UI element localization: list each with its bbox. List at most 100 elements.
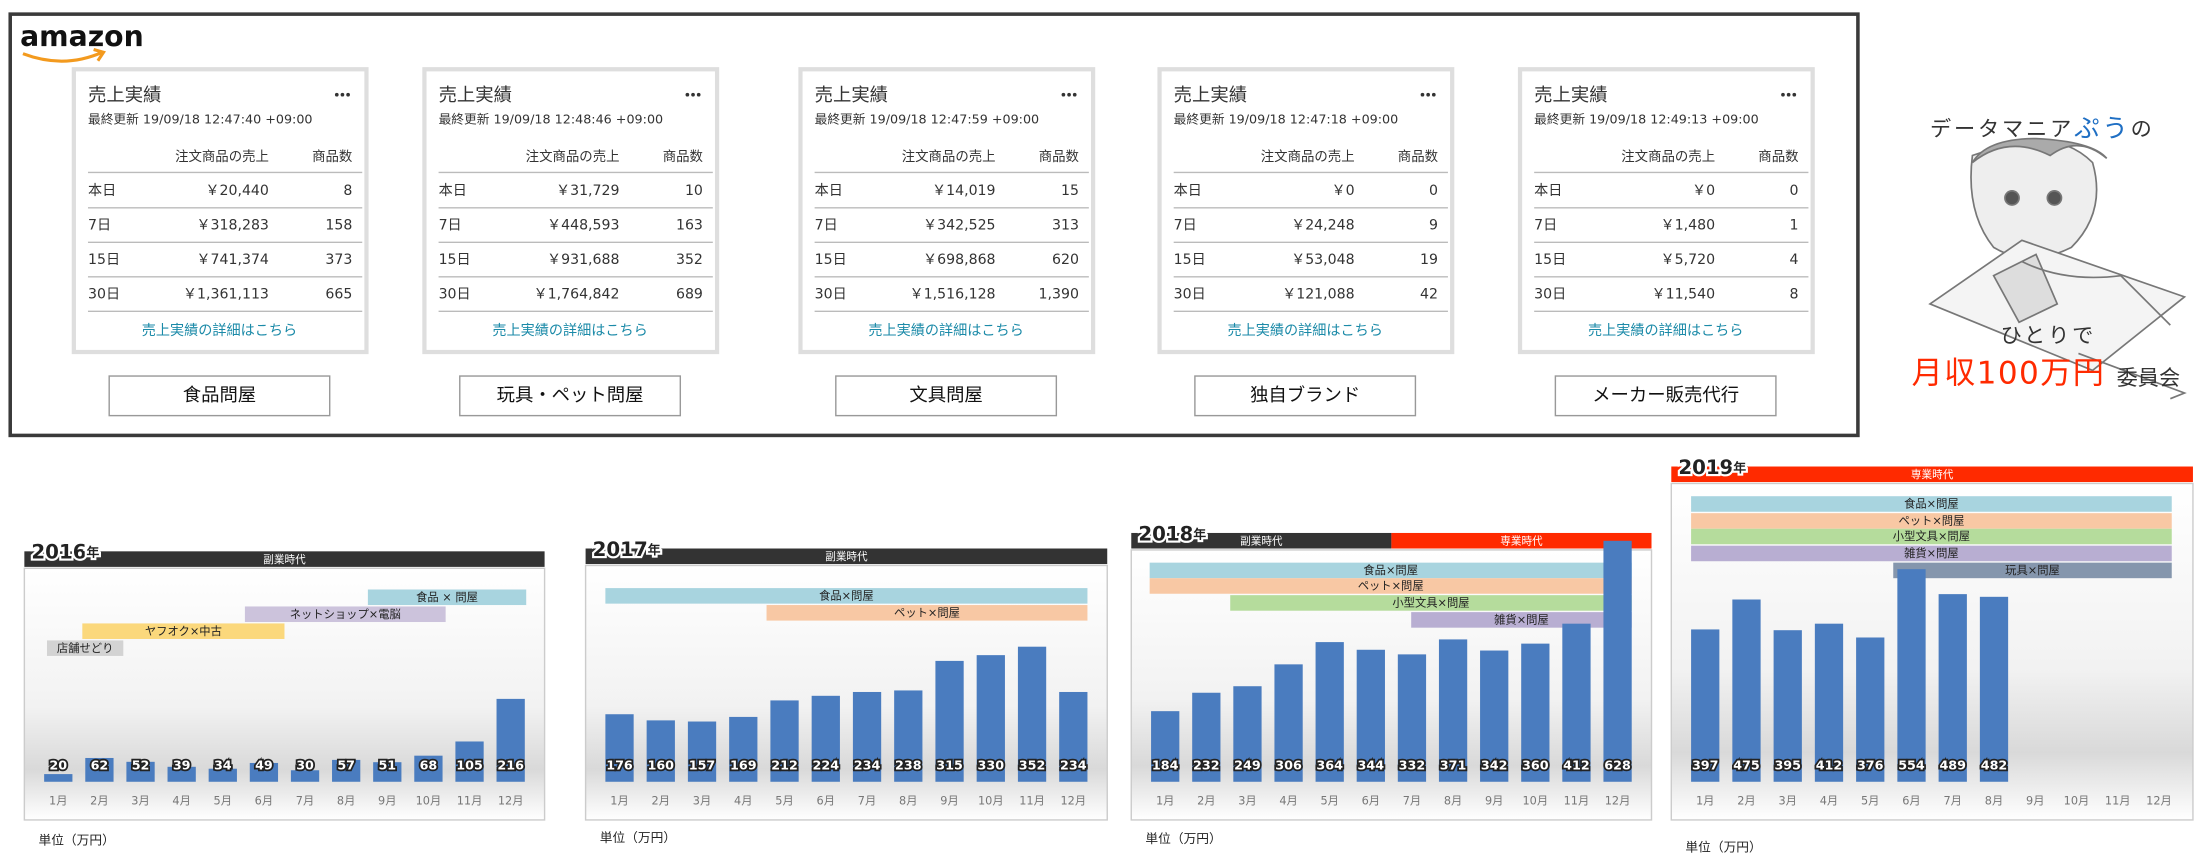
x-tick-label: 8月 <box>337 795 356 808</box>
unit-label: 単位（万円） <box>1145 831 1221 846</box>
chart-title-year: 2018 <box>1138 522 1193 545</box>
plot-area <box>23 567 546 821</box>
value-label: 371 <box>1440 758 1467 773</box>
bar <box>1814 623 1844 782</box>
illustration <box>1928 137 2187 400</box>
bar <box>1397 654 1427 782</box>
row-sales: ￥24,248 <box>1291 217 1355 233</box>
card-title: 売上実績 <box>815 85 888 106</box>
menu-dot <box>1431 92 1436 97</box>
bar <box>44 774 73 782</box>
store-button <box>835 375 1058 417</box>
annotation-label: ヤフオク×中古 <box>145 625 222 638</box>
menu-dot <box>1786 92 1791 97</box>
value-label: 160 <box>647 758 674 773</box>
bar <box>1017 646 1047 782</box>
value-label: 34 <box>214 758 232 773</box>
store-button-label: 独自ブランド <box>1250 384 1360 406</box>
menu-dot <box>685 92 690 97</box>
x-tick-label: 9月 <box>2026 795 2045 808</box>
annotation-bar <box>766 605 1088 621</box>
bar <box>1521 643 1550 782</box>
value-label: 224 <box>813 758 840 773</box>
annotation-label: 食品 × 問屋 <box>416 590 478 604</box>
menu-dot <box>1426 92 1430 97</box>
card-title: 売上実績 <box>88 85 161 106</box>
value-label: 234 <box>854 758 881 773</box>
value-label: 157 <box>689 758 716 773</box>
row-count: 0 <box>1790 183 1799 199</box>
store-button <box>108 375 331 417</box>
value-label: 412 <box>1563 758 1590 773</box>
card-updated: 最終更新 19/09/18 12:49:13 +09:00 <box>1534 112 1759 127</box>
annotation-bar <box>605 588 1088 604</box>
store-button-label: 玩具・ペット問屋 <box>497 385 644 406</box>
value-label: 39 <box>173 758 191 773</box>
x-tick-label: 1月 <box>1696 795 1715 808</box>
column-header: 注文商品の売上 <box>526 149 620 165</box>
x-tick-label: 7月 <box>858 795 877 808</box>
brand-smile <box>22 47 107 63</box>
bar <box>85 757 114 782</box>
value-label: 489 <box>1939 758 1966 773</box>
row-period: 本日 <box>815 183 843 199</box>
row-period: 30日 <box>439 286 471 302</box>
annotation-bar <box>1691 513 2172 529</box>
x-tick-label: 12月 <box>1605 795 1631 808</box>
row-period: 30日 <box>1534 286 1566 302</box>
row-count: 4 <box>1790 252 1799 268</box>
row-count: 163 <box>676 217 703 233</box>
unit-label: 単位（万円） <box>1685 840 1761 855</box>
value-label: 482 <box>1981 758 2008 773</box>
value-label: 344 <box>1358 758 1385 773</box>
details-link: 売上実績の詳細はこちら <box>492 323 647 339</box>
row-sales: ￥1,516,128 <box>910 286 996 302</box>
details-link: 売上実績の詳細はこちら <box>1227 323 1382 339</box>
period-banner <box>585 548 1108 565</box>
x-tick-label: 5月 <box>1861 795 1880 808</box>
chart-title: 2016年 <box>31 540 99 563</box>
x-tick-label: 2月 <box>1197 795 1216 808</box>
period-label: 専業時代 <box>1500 534 1543 547</box>
bar <box>1691 629 1720 782</box>
menu-dot <box>346 92 350 97</box>
x-tick-label: 5月 <box>1320 795 1339 808</box>
bar <box>249 762 279 782</box>
period-label: 副業時代 <box>263 553 306 566</box>
bar <box>811 695 840 782</box>
row-sales: ￥31,729 <box>556 183 620 199</box>
row-sales: ￥5,720 <box>1661 252 1716 268</box>
x-tick-label: 7月 <box>1944 795 1963 808</box>
store-button <box>1554 375 1777 417</box>
period-banner <box>1131 532 1392 549</box>
bar <box>1938 594 1967 782</box>
store-card <box>71 67 369 355</box>
x-tick-label: 4月 <box>734 795 753 808</box>
value-label: 234 <box>1060 758 1087 773</box>
x-tick-label: 3月 <box>693 795 712 808</box>
x-tick-label: 10月 <box>416 795 442 808</box>
x-tick-label: 2月 <box>1737 795 1756 808</box>
row-sales: ￥0 <box>1692 183 1715 199</box>
bar <box>1192 692 1221 782</box>
annotation-label: ペット×問屋 <box>894 607 960 620</box>
value-label: 216 <box>497 758 524 773</box>
bar <box>1274 664 1303 782</box>
value-label: 249 <box>1234 758 1261 773</box>
row-period: 15日 <box>1534 252 1566 268</box>
value-label: 52 <box>132 758 150 773</box>
row-period: 7日 <box>815 217 838 233</box>
bar <box>1979 596 2009 782</box>
row-sales: ￥448,593 <box>547 217 620 233</box>
menu-dot <box>1067 92 1071 97</box>
bar <box>605 714 634 782</box>
row-period: 7日 <box>1534 217 1557 233</box>
details-link: 売上実績の詳細はこちら <box>868 323 1023 339</box>
bar <box>770 700 799 782</box>
row-period: 15日 <box>88 252 120 268</box>
chart-title-suffix: 年 <box>1193 526 1206 541</box>
row-count: 158 <box>325 217 352 233</box>
row-count: 19 <box>1420 252 1438 268</box>
row-count: 1,390 <box>1039 286 1079 302</box>
